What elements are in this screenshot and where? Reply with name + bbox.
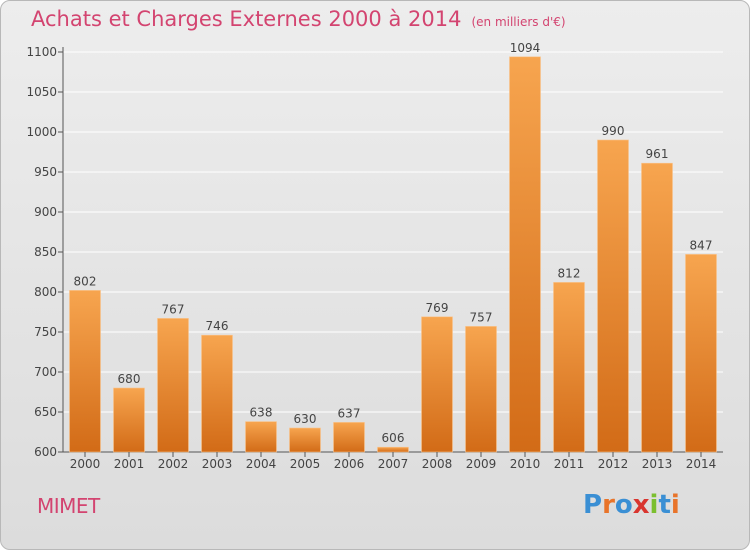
x-tick-label: 2002: [158, 457, 189, 471]
bar-2007: [377, 446, 409, 453]
y-tick-label: 1100: [26, 45, 57, 59]
x-tick-label: 2012: [598, 457, 629, 471]
x-tick-label: 2000: [70, 457, 101, 471]
x-tick-label: 2014: [686, 457, 717, 471]
bar-2014: [685, 254, 717, 453]
data-label: 630: [294, 412, 317, 426]
x-tick-label: 2003: [202, 457, 233, 471]
y-tick-label: 700: [34, 365, 57, 379]
x-tick-label: 2005: [290, 457, 321, 471]
x-tick-label: 2011: [554, 457, 585, 471]
data-label: 767: [162, 302, 185, 316]
chart-title-text: Achats et Charges Externes 2000 à 2014: [31, 7, 462, 31]
y-tick-label: 650: [34, 405, 57, 419]
data-label: 1094: [510, 41, 541, 55]
data-label: 638: [250, 406, 273, 420]
bar-2002: [157, 318, 189, 453]
logo-letter: r: [602, 490, 615, 520]
y-tick-label: 900: [34, 205, 57, 219]
data-label: 680: [118, 372, 141, 386]
data-label: 961: [646, 147, 669, 161]
bar-2012: [597, 139, 629, 453]
data-label: 990: [602, 124, 625, 138]
logo-letter: i: [649, 490, 659, 520]
data-label: 746: [206, 319, 229, 333]
commune-name: MIMET: [37, 494, 100, 518]
bars: [69, 56, 717, 453]
data-label: 802: [74, 274, 97, 288]
logo-letter: o: [614, 490, 633, 520]
data-label: 757: [470, 310, 493, 324]
logo-letter: P: [583, 490, 603, 520]
logo-letter: i: [670, 490, 680, 520]
data-label: 637: [338, 406, 361, 420]
y-tick-label: 800: [34, 285, 57, 299]
x-tick-labels: 2000 2001 2002 2003 2004 2005 2006 2007 2008 2009…: [70, 452, 717, 471]
y-tick-label: 600: [34, 445, 57, 459]
proxiti-logo[interactable]: Proxiti: [583, 490, 680, 520]
bar-2010: [509, 56, 541, 453]
logo-letter: t: [658, 490, 671, 520]
x-tick-label: 2004: [246, 457, 277, 471]
bar-2001: [113, 387, 145, 453]
logo-letter: x: [632, 490, 650, 520]
data-label: 812: [558, 266, 581, 280]
x-tick-label: 2007: [378, 457, 409, 471]
x-tick-label: 2010: [510, 457, 541, 471]
data-label: 847: [690, 238, 713, 252]
bar-2011: [553, 282, 585, 453]
bar-2000: [69, 290, 101, 453]
bar-2006: [333, 422, 365, 453]
y-tick-label: 950: [34, 165, 57, 179]
data-labels: 802 680 767 746 638 630 637 606 769 757 1094 812 990…: [74, 41, 713, 445]
x-tick-label: 2001: [114, 457, 145, 471]
data-label: 769: [426, 301, 449, 315]
x-tick-label: 2009: [466, 457, 497, 471]
chart-subtitle: (en milliers d'€): [471, 15, 566, 29]
chart-title: Achats et Charges Externes 2000 à 2014 (e…: [31, 7, 566, 31]
data-label: 606: [382, 431, 405, 445]
bar-2005: [289, 427, 321, 453]
y-tick-label: 1000: [26, 125, 57, 139]
bar-2004: [245, 421, 277, 453]
y-tick-label: 750: [34, 325, 57, 339]
y-tick-label: 850: [34, 245, 57, 259]
y-tick-label: 1050: [26, 85, 57, 99]
bar-2013: [641, 162, 673, 453]
bar-2009: [465, 326, 497, 453]
y-tick-labels: 600 650 700 750 800 850 900 950 1000 1050 1100: [26, 45, 57, 459]
x-tick-label: 2006: [334, 457, 365, 471]
bar-2008: [421, 316, 453, 453]
bar-2003: [201, 334, 233, 453]
x-tick-label: 2013: [642, 457, 673, 471]
x-tick-label: 2008: [422, 457, 453, 471]
